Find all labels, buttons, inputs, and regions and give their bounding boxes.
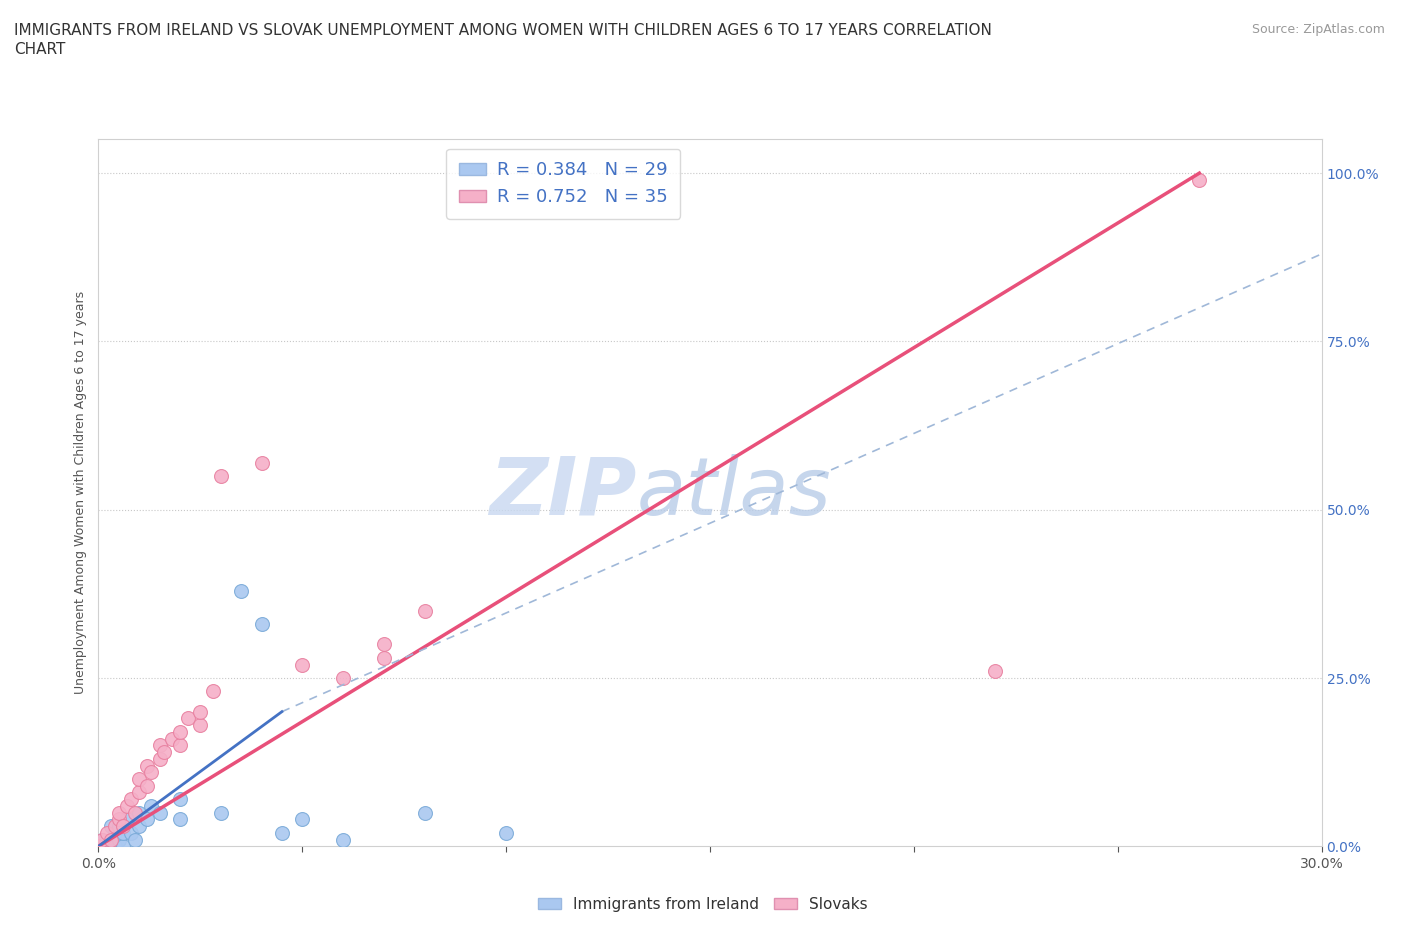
Point xyxy=(87,839,110,854)
Point xyxy=(188,704,212,719)
Point xyxy=(96,826,118,841)
Point xyxy=(231,583,253,598)
Point xyxy=(270,826,294,841)
Point xyxy=(91,832,114,847)
Point xyxy=(128,772,150,787)
Point xyxy=(149,805,172,820)
Point xyxy=(413,604,436,618)
Point xyxy=(291,812,314,827)
Point xyxy=(201,684,224,699)
Point xyxy=(111,818,134,833)
Point xyxy=(413,805,436,820)
Point xyxy=(115,799,138,814)
Point xyxy=(136,812,159,827)
Point xyxy=(136,758,159,773)
Point xyxy=(169,791,191,806)
Point xyxy=(152,745,174,760)
Point xyxy=(87,839,110,854)
Point xyxy=(169,737,191,752)
Text: CHART: CHART xyxy=(14,42,66,57)
Point xyxy=(188,718,212,733)
Legend: Immigrants from Ireland, Slovaks: Immigrants from Ireland, Slovaks xyxy=(531,891,875,918)
Point xyxy=(108,832,131,847)
Point xyxy=(250,455,273,470)
Point xyxy=(108,812,131,827)
Point xyxy=(291,658,314,672)
Point xyxy=(91,832,114,847)
Text: IMMIGRANTS FROM IRELAND VS SLOVAK UNEMPLOYMENT AMONG WOMEN WITH CHILDREN AGES 6 : IMMIGRANTS FROM IRELAND VS SLOVAK UNEMPL… xyxy=(14,23,993,38)
Point xyxy=(100,832,122,847)
Point xyxy=(128,785,150,800)
Point xyxy=(495,826,517,841)
Point xyxy=(124,805,146,820)
Point xyxy=(332,671,354,685)
Point xyxy=(149,737,172,752)
Point xyxy=(108,818,131,833)
Point xyxy=(141,799,163,814)
Point xyxy=(177,711,200,725)
Point xyxy=(128,805,150,820)
Point xyxy=(149,751,172,766)
Point xyxy=(373,637,395,652)
Point xyxy=(169,812,191,827)
Point xyxy=(250,617,273,631)
Point xyxy=(209,805,232,820)
Point xyxy=(984,664,1007,679)
Point xyxy=(120,791,142,806)
Text: ZIP: ZIP xyxy=(489,454,637,532)
Point xyxy=(111,826,134,841)
Text: Source: ZipAtlas.com: Source: ZipAtlas.com xyxy=(1251,23,1385,36)
Point xyxy=(141,764,163,779)
Point xyxy=(124,832,146,847)
Point xyxy=(136,778,159,793)
Point xyxy=(104,826,127,841)
Point xyxy=(209,469,232,484)
Point xyxy=(115,812,138,827)
Point xyxy=(169,724,191,739)
Point xyxy=(160,731,183,746)
Point xyxy=(104,839,127,854)
Point xyxy=(111,839,134,854)
Point xyxy=(100,818,122,833)
Point xyxy=(108,805,131,820)
Point xyxy=(100,832,122,847)
Point xyxy=(128,818,150,833)
Point xyxy=(120,826,142,841)
Text: atlas: atlas xyxy=(637,454,831,532)
Point xyxy=(332,832,354,847)
Y-axis label: Unemployment Among Women with Children Ages 6 to 17 years: Unemployment Among Women with Children A… xyxy=(73,291,87,695)
Point xyxy=(373,650,395,665)
Point xyxy=(1188,172,1211,187)
Point xyxy=(104,818,127,833)
Legend: R = 0.384   N = 29, R = 0.752   N = 35: R = 0.384 N = 29, R = 0.752 N = 35 xyxy=(446,149,681,219)
Point xyxy=(96,839,118,854)
